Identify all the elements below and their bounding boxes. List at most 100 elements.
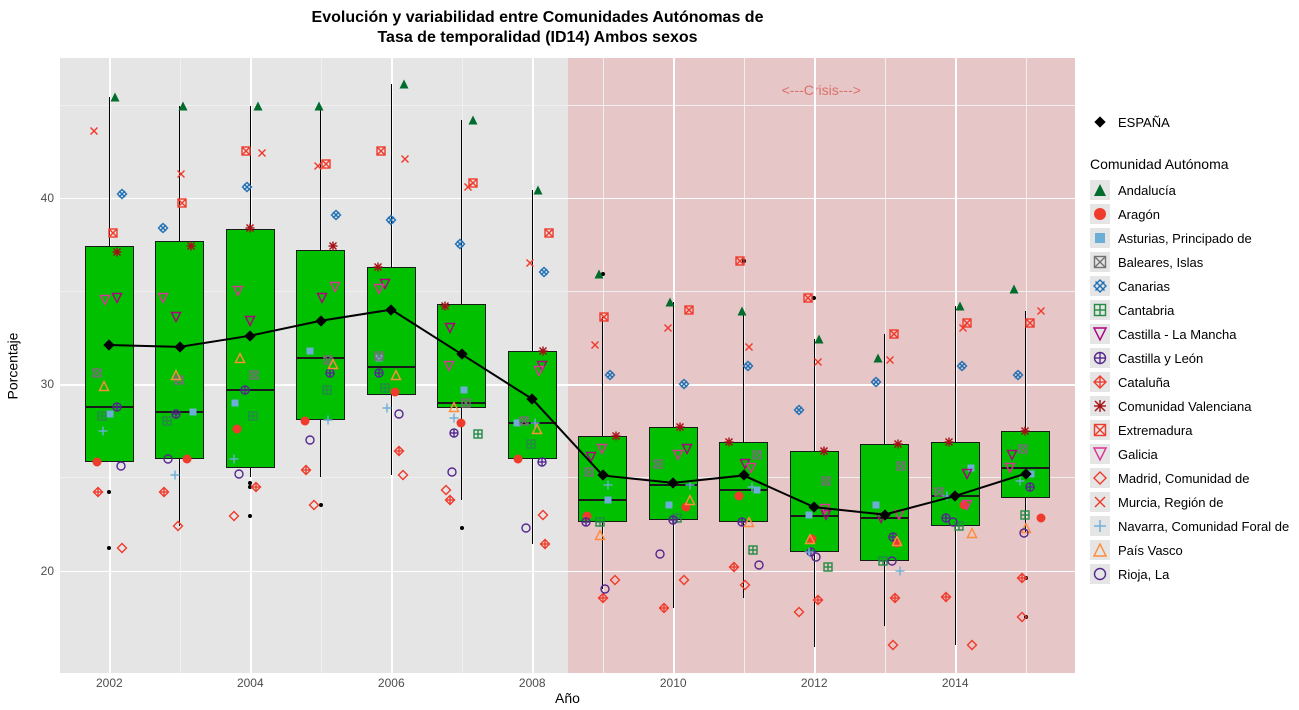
legend-item: Baleares, Islas xyxy=(1090,250,1289,274)
community-point xyxy=(472,429,483,440)
outlier-point xyxy=(601,272,605,276)
legend-item: Andalucía xyxy=(1090,178,1289,202)
y-tick: 40 xyxy=(26,191,54,205)
legend-item: Rioja, La xyxy=(1090,562,1289,586)
community-point xyxy=(467,114,478,125)
outlier-point xyxy=(460,526,464,530)
legend-item: Extremadura xyxy=(1090,418,1289,442)
legend-item: Galicia xyxy=(1090,442,1289,466)
x-tick: 2014 xyxy=(942,676,969,690)
boxplot xyxy=(226,229,275,468)
boxplot xyxy=(719,442,768,522)
community-point xyxy=(393,446,404,457)
community-point xyxy=(159,487,170,498)
community-point xyxy=(400,153,411,164)
legend-item: Cataluña xyxy=(1090,370,1289,394)
boxplot xyxy=(1001,431,1050,498)
legend-item: Navarra, Comunidad Foral de xyxy=(1090,514,1289,538)
legend-label: Castilla - La Mancha xyxy=(1118,327,1237,342)
x-tick: 2006 xyxy=(378,676,405,690)
boxplot xyxy=(85,246,134,462)
y-axis-label: Porcentaje xyxy=(2,58,22,673)
community-point xyxy=(157,222,168,233)
legend-label: Canarias xyxy=(1118,279,1170,294)
legend-label: Murcia, Región de xyxy=(1118,495,1224,510)
community-point xyxy=(463,181,474,192)
boxplot xyxy=(931,442,980,526)
community-point xyxy=(540,539,551,550)
community-point xyxy=(455,239,466,250)
community-point xyxy=(176,198,187,209)
legend-item: Asturias, Principado de xyxy=(1090,226,1289,250)
community-point xyxy=(448,427,459,438)
community-point xyxy=(116,543,127,554)
legend-label: Madrid, Comunidad de xyxy=(1118,471,1250,486)
legend: ESPAÑA Comunidad Autónoma Andalucía Aragó… xyxy=(1090,110,1289,586)
legend-label: Cantabria xyxy=(1118,303,1174,318)
legend-label: Castilla y León xyxy=(1118,351,1203,366)
x-tick: 2008 xyxy=(519,676,546,690)
legend-label: Cataluña xyxy=(1118,375,1170,390)
community-point xyxy=(176,168,187,179)
community-point xyxy=(538,267,549,278)
community-point xyxy=(308,500,319,511)
community-point xyxy=(252,101,263,112)
legend-item: Castilla y León xyxy=(1090,346,1289,370)
outlier-point xyxy=(319,503,323,507)
outlier-point xyxy=(742,259,746,263)
title-line2: Tasa de temporalidad (ID14) Ambos sexos xyxy=(377,29,697,46)
community-point xyxy=(444,494,455,505)
x-axis-label: Año xyxy=(60,690,1075,706)
legend-header: Comunidad Autónoma xyxy=(1090,156,1289,172)
x-tick: 2004 xyxy=(237,676,264,690)
plot-area: <---Crisis---> xyxy=(60,58,1075,673)
community-point xyxy=(449,412,460,423)
legend-label: Aragón xyxy=(1118,207,1160,222)
community-point xyxy=(440,485,451,496)
legend-item: Madrid, Comunidad de xyxy=(1090,466,1289,490)
boxplot xyxy=(367,267,416,396)
community-point xyxy=(330,209,341,220)
community-point xyxy=(533,185,544,196)
title-line1: Evolución y variabilidad entre Comunidad… xyxy=(312,9,764,26)
crisis-region xyxy=(568,58,1076,673)
legend-item: Aragón xyxy=(1090,202,1289,226)
boxplot xyxy=(649,427,698,520)
x-tick: 2010 xyxy=(660,676,687,690)
crisis-label: <---Crisis---> xyxy=(782,82,861,98)
outlier-point xyxy=(1024,576,1028,580)
boxplot xyxy=(296,250,345,420)
y-tick: 20 xyxy=(26,564,54,578)
legend-label: Navarra, Comunidad Foral de xyxy=(1118,519,1289,534)
legend-item: Cantabria xyxy=(1090,298,1289,322)
boxplot xyxy=(508,351,557,459)
community-point xyxy=(467,177,478,188)
legend-item: Murcia, Región de xyxy=(1090,490,1289,514)
community-point xyxy=(521,522,532,533)
community-point xyxy=(544,228,555,239)
x-tick: 2012 xyxy=(801,676,828,690)
x-tick: 2002 xyxy=(96,676,123,690)
legend-label: País Vasco xyxy=(1118,543,1183,558)
community-point xyxy=(394,408,405,419)
legend-label: Asturias, Principado de xyxy=(1118,231,1252,246)
community-point xyxy=(93,487,104,498)
community-point xyxy=(397,470,408,481)
legend-item: Comunidad Valenciana xyxy=(1090,394,1289,418)
community-point xyxy=(537,509,548,520)
community-point xyxy=(376,146,387,157)
legend-item: Canarias xyxy=(1090,274,1289,298)
community-point xyxy=(300,464,311,475)
y-tick: 30 xyxy=(26,377,54,391)
legend-label: Extremadura xyxy=(1118,423,1192,438)
boxplot xyxy=(860,444,909,561)
community-point xyxy=(447,466,458,477)
legend-label: Galicia xyxy=(1118,447,1158,462)
community-point xyxy=(398,79,409,90)
legend-item: País Vasco xyxy=(1090,538,1289,562)
outlier-point xyxy=(1024,615,1028,619)
legend-espana: ESPAÑA xyxy=(1090,110,1289,134)
legend-item: Castilla - La Mancha xyxy=(1090,322,1289,346)
community-point xyxy=(229,511,240,522)
legend-label: Comunidad Valenciana xyxy=(1118,399,1251,414)
